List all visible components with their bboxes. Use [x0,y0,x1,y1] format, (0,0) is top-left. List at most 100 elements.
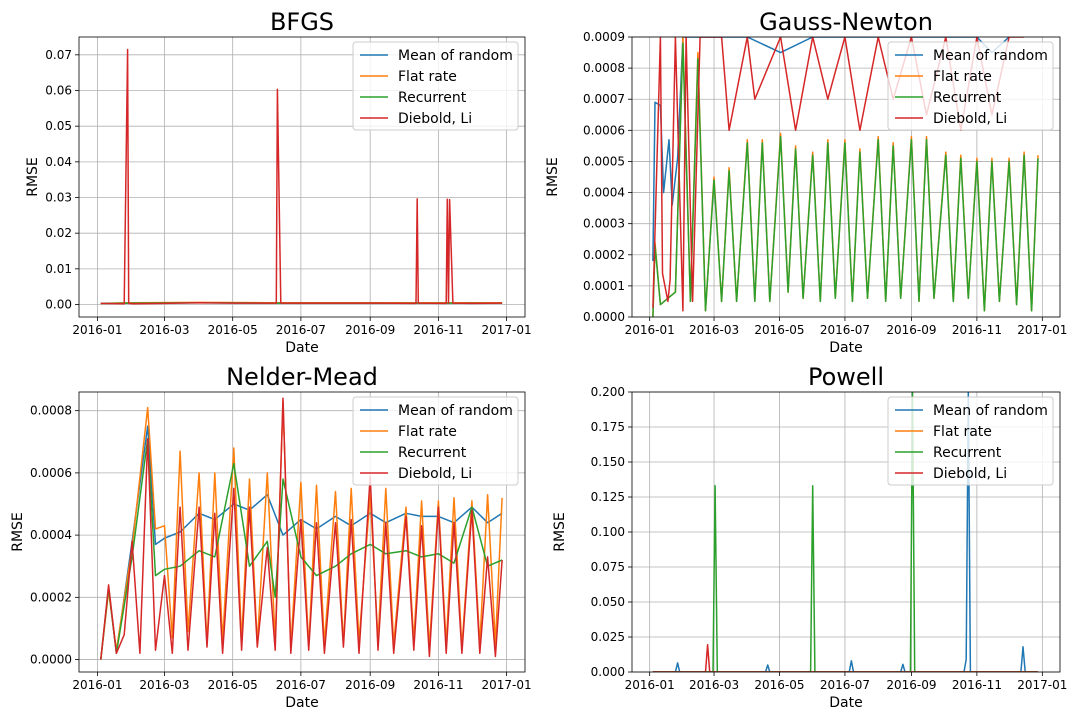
y-axis-label: RMSE [10,512,26,552]
legend-entry: Flat rate [398,424,457,440]
legend-entry: Flat rate [398,69,457,85]
y-tick-label: 0.050 [591,595,625,609]
axes-frame [631,391,1061,673]
x-axis-label: Date [829,695,862,711]
x-tick-label: 2016-07 [276,323,326,337]
legend: Mean of random Flat rate Recurrent Diebold,… [352,396,519,486]
y-tick-label: 0.03 [45,191,72,205]
x-tick-label: 2016-09 [886,323,936,337]
y-tick-label: 0.00 [45,298,72,312]
chart-title: Powell [808,363,884,391]
y-tick-label: 0.0000 [583,310,625,324]
y-axis-label: RMSE [552,512,568,552]
y-tick-label: 0.175 [591,420,625,434]
legend-entry: Flat rate [933,424,992,440]
x-tick-label: 2016-07 [820,323,870,337]
x-tick-label: 2016-01 [72,678,122,692]
x-tick-label: 2016-11 [413,323,463,337]
y-axis-label: RMSE [545,157,561,197]
y-tick-label: 0.0009 [583,30,625,44]
chart-panel-gauss-newton: 2016-01 2016-03 2016-05 2016-07 2016-09 2016-… [545,8,1067,356]
legend: Mean of random Flat rate Recurrent Diebold,… [352,41,519,131]
legend-entry: Recurrent [933,445,1002,461]
x-tick-label: 2016-11 [952,678,1002,692]
x-tick-label: 2016-01 [625,678,675,692]
y-tick-label: 0.05 [45,119,72,133]
y-tick-label: 0.200 [591,385,625,399]
y-tick-label: 0.025 [591,630,625,644]
series-line-mean-of-random [652,37,1010,262]
y-tick-label: 0.0002 [30,590,72,604]
y-tick-label: 0.0004 [583,186,625,200]
x-tick-label: 2017-01 [482,323,532,337]
y-tick-label: 0.07 [45,48,72,62]
y-tick-label: 0.0007 [583,92,625,106]
x-tick-label: 2016-11 [952,323,1002,337]
y-tick-label: 0.02 [45,226,72,240]
x-tick-label: 2017-01 [1017,678,1067,692]
y-tick-label: 0.125 [591,490,625,504]
legend-entry: Mean of random [933,403,1048,419]
x-tick-label: 2016-07 [276,678,326,692]
x-axis-label: Date [285,340,318,356]
y-tick-label: 0.0004 [30,528,72,542]
axes-frame [78,391,526,673]
x-tick-label: 2016-03 [139,678,189,692]
x-tick-label: 2017-01 [482,678,532,692]
y-tick-label: 0.0008 [583,61,625,75]
y-tick-label: 0.06 [45,84,72,98]
y-tick-label: 0.000 [591,665,625,679]
x-axis-label: Date [829,340,862,356]
x-tick-label: 2016-03 [139,323,189,337]
series-group [652,37,1039,317]
x-axis-label: Date [285,695,318,711]
legend-box [352,396,519,486]
y-tick-label: 0.0006 [583,123,625,137]
x-tick-label: 2016-11 [413,678,463,692]
x-tick-label: 2016-05 [208,678,258,692]
chart-title: Nelder-Mead [226,363,378,391]
legend-entry: Diebold, Li [398,466,472,482]
axes-frame [631,36,1061,318]
x-tick-label: 2017-01 [1017,323,1067,337]
legend: Mean of random Flat rate Recurrent Diebold,… [887,396,1054,486]
series-group [100,397,503,660]
chart-panel-nelder-mead: 2016-01 2016-03 2016-05 2016-07 2016-09 2016-… [10,363,532,711]
legend-entry: Mean of random [933,48,1048,64]
y-tick-label: 0.0008 [30,404,72,418]
y-tick-label: 0.100 [591,525,625,539]
x-tick-label: 2016-05 [754,678,804,692]
chart-panel-bfgs: 2016-01 2016-03 2016-05 2016-07 2016-09 2016-… [25,8,532,356]
y-tick-label: 0.04 [45,155,72,169]
legend-box [887,396,1054,486]
chart-panel-powell: 2016-01 2016-03 2016-05 2016-07 2016-09 2016-… [552,363,1067,711]
legend-entry: Recurrent [398,90,467,106]
y-tick-label: 0.0002 [583,248,625,262]
x-tick-label: 2016-07 [820,678,870,692]
x-tick-label: 2016-09 [345,678,395,692]
x-tick-label: 2016-05 [208,323,258,337]
y-tick-label: 0.075 [591,560,625,574]
chart-title: BFGS [270,8,334,36]
y-tick-label: 0.0003 [583,217,625,231]
x-tick-label: 2016-01 [72,323,122,337]
series-line-mean-of-random [100,425,503,660]
axes-frame [78,36,526,318]
x-tick-label: 2016-03 [689,678,739,692]
legend-box [352,41,519,131]
series-line-diebold-li [652,643,1038,672]
legend-entry: Diebold, Li [398,111,472,127]
chart-title: Gauss-Newton [759,8,933,36]
legend-entry: Recurrent [398,445,467,461]
y-tick-label: 0.0000 [30,653,72,667]
legend-entry: Mean of random [398,48,513,64]
y-tick-label: 0.0006 [30,466,72,480]
y-tick-label: 0.01 [45,262,72,276]
legend: Mean of random Flat rate Recurrent Diebold,… [887,41,1054,131]
y-tick-label: 0.150 [591,455,625,469]
series-line-recurrent [652,42,1039,317]
y-tick-label: 0.0001 [583,279,625,293]
y-tick-label: 0.0005 [583,154,625,168]
series-line-diebold-li [100,48,503,305]
x-tick-label: 2016-01 [625,323,675,337]
